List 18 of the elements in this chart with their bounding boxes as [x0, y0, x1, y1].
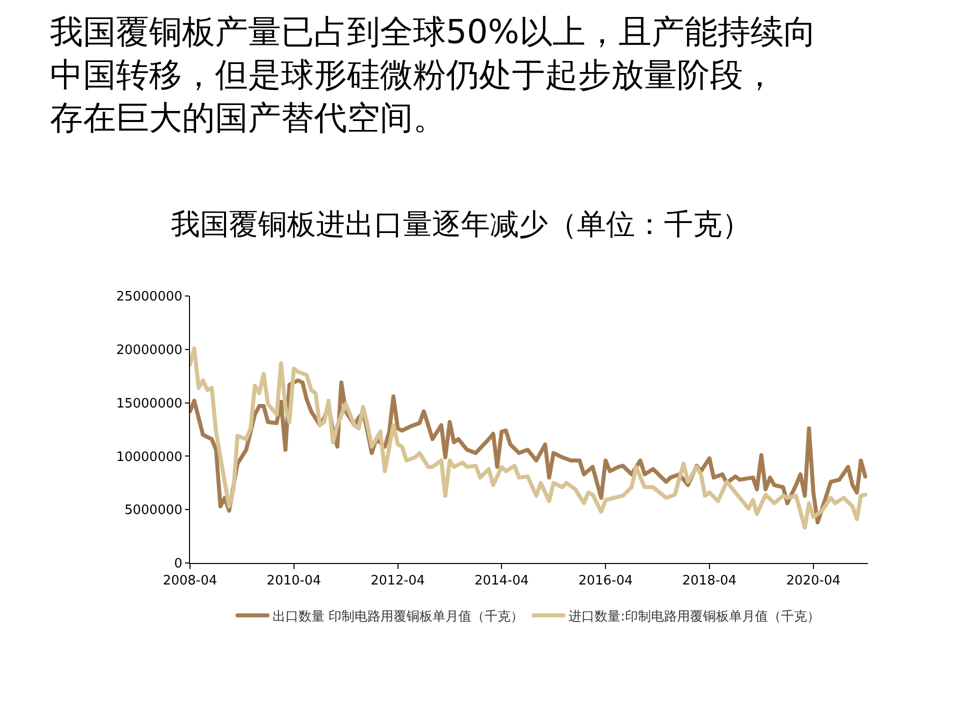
y-tick-label: 10000000 — [116, 450, 182, 465]
x-tick-label: 2018-04 — [682, 574, 737, 589]
legend-label: 出口数量 印制电路用覆铜板单月值（千克） — [272, 609, 524, 624]
y-tick-label: 5000000 — [124, 503, 182, 518]
x-tick-label: 2012-04 — [370, 574, 425, 589]
x-tick-label: 2014-04 — [474, 574, 529, 589]
chart-title: 我国覆铜板产量已占到全球50%以上，且产能持续向中国转移，但是球形硅微粉仍处于起步放量阶段，存在巨大的国产替代空间。 — [50, 12, 816, 137]
x-tick-label: 2020-04 — [786, 574, 841, 589]
y-tick-label: 15000000 — [116, 396, 182, 412]
legend-label: 进口数量:印制电路用覆铜板单月值（千克） — [568, 609, 820, 624]
x-tick-label: 2010-04 — [266, 574, 321, 589]
x-tick-label: 2008-04 — [162, 574, 218, 589]
chart-subtitle: 我国覆铜板进出口量逐年减少（单位：千克） — [171, 207, 751, 241]
line-series — [190, 346, 868, 530]
y-tick-label: 0 — [174, 556, 182, 572]
x-tick-label: 2016-04 — [578, 574, 633, 589]
y-tick-label: 20000000 — [116, 342, 182, 358]
y-tick-label: 25000000 — [116, 290, 182, 305]
